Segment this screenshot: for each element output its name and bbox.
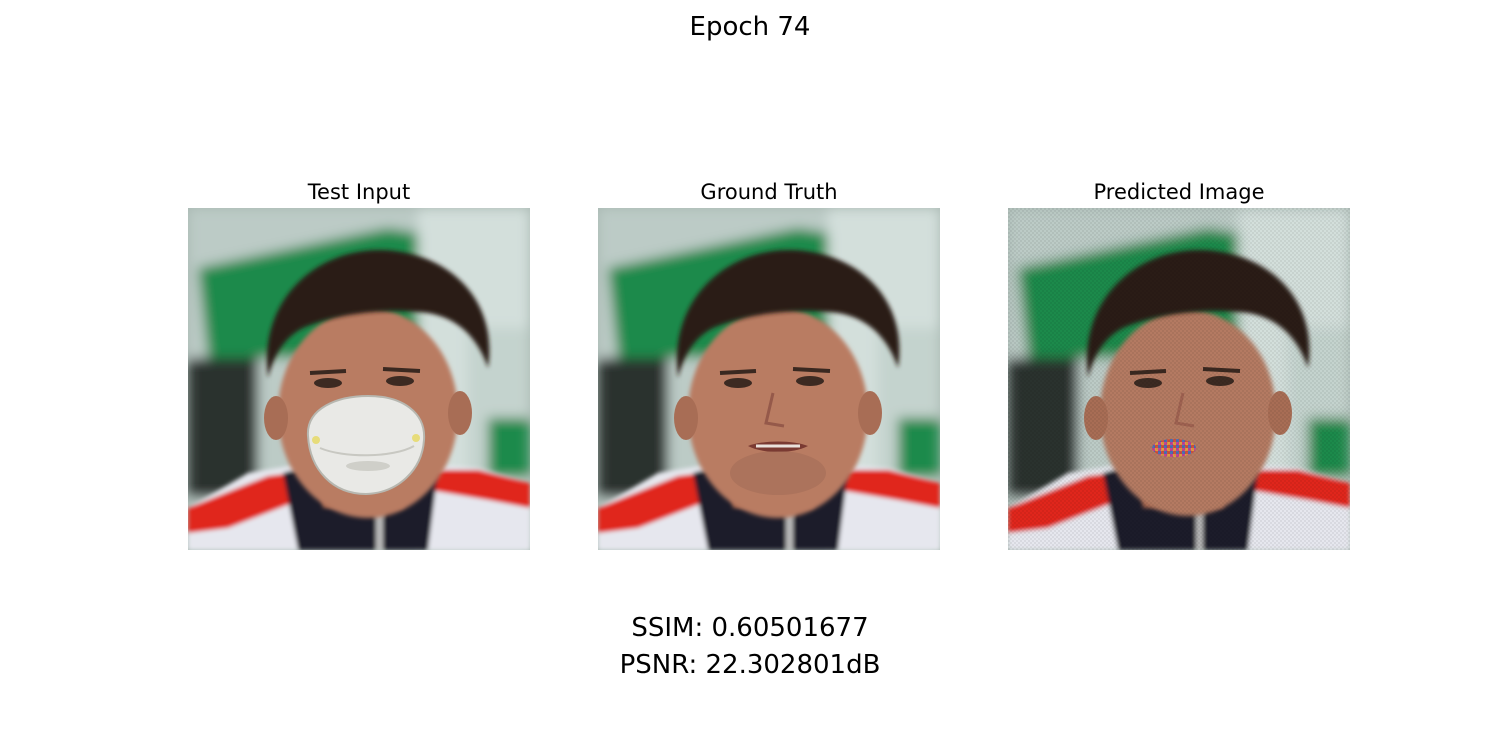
panel-title: Predicted Image [1093, 180, 1265, 204]
predicted-image [1008, 208, 1350, 550]
metrics-text: SSIM: 0.60501677 PSNR: 22.302801dB [0, 610, 1500, 684]
ssim-value: SSIM: 0.60501677 [631, 613, 869, 643]
ground-truth-image [598, 208, 940, 550]
face-photo [598, 208, 940, 550]
figure-title: Epoch 74 [689, 12, 811, 42]
psnr-value: PSNR: 22.302801dB [619, 650, 881, 680]
panel-ground-truth: Ground Truth [598, 178, 940, 550]
panel-title: Ground Truth [700, 180, 838, 204]
panel-predicted-image: Predicted Image [1008, 178, 1350, 550]
test-input-image [188, 208, 530, 550]
face-reconstructed-photo [1008, 208, 1350, 550]
panel-test-input: Test Input [188, 178, 530, 550]
panel-title: Test Input [307, 180, 411, 204]
face-photo-with-mask [188, 208, 530, 550]
